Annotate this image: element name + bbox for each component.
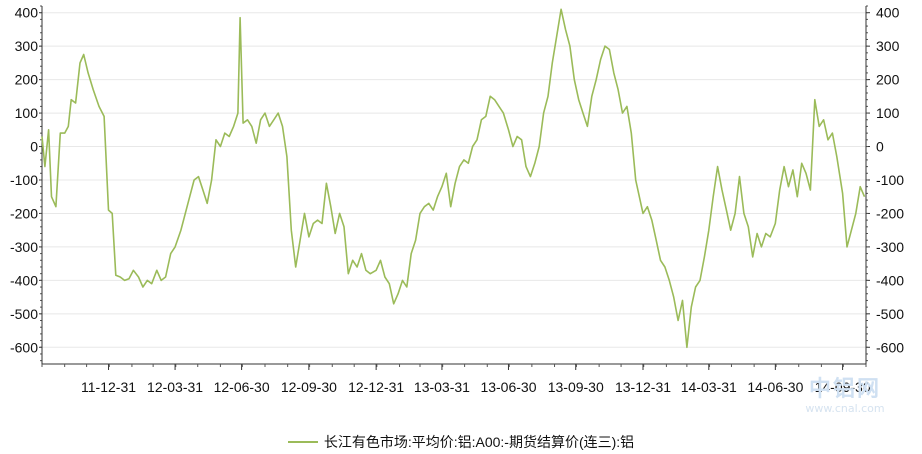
x-tick-label: 13-09-30 — [548, 379, 604, 395]
y-tick-label-right: -200 — [876, 205, 904, 221]
series-layer — [41, 8, 866, 349]
x-tick-label: 12-09-30 — [281, 379, 337, 395]
y-tick-label-right: 200 — [876, 72, 900, 88]
y-tick-label-left: 200 — [15, 72, 39, 88]
y-tick-label-right: -300 — [876, 239, 904, 255]
y-tick-label-left: -300 — [10, 239, 38, 255]
y-tick-label-left: 400 — [15, 5, 39, 21]
y-tick-label-left: 100 — [15, 105, 39, 121]
y-tick-label-right: 300 — [876, 38, 900, 54]
x-tick-label: 12-06-30 — [214, 379, 270, 395]
x-axis: 11-12-31 12-03-31 12-06-30 12-09-30 12-12-31… — [81, 379, 871, 395]
y-tick-label-left: 300 — [15, 38, 39, 54]
x-tick-label: 13-12-31 — [615, 379, 671, 395]
watermark-sub: www.cnal.com — [805, 402, 885, 415]
y-tick-label-left: -400 — [10, 272, 38, 288]
y-tick-label-left: -500 — [10, 306, 38, 322]
legend-swatch — [287, 441, 318, 443]
y-tick-label-right: 0 — [876, 139, 884, 155]
watermark-logo: 中铝网 www.cnal.com — [790, 377, 900, 416]
y-tick-label-right: -600 — [876, 339, 904, 355]
y-tick-label-right: -400 — [876, 272, 904, 288]
x-tick-label: 13-06-30 — [480, 379, 536, 395]
legend: 长江有色市场:平均价:铝:A00:-期货结算价(连三):铝 — [0, 432, 922, 452]
y-tick-label-right: 100 — [876, 105, 900, 121]
y-tick-label-right: 400 — [876, 5, 900, 21]
series-line-0 — [41, 8, 866, 349]
y-axis-right: 400 300 200 100 0 -100 -200 -300 -400 -500 -600 — [876, 5, 904, 356]
y-tick-label-left: -100 — [10, 172, 38, 188]
y-tick-label-right: -500 — [876, 306, 904, 322]
x-tick-label: 11-12-31 — [81, 379, 136, 395]
x-tick-label: 12-03-31 — [147, 379, 203, 395]
x-tick-label: 14-03-31 — [681, 379, 737, 395]
y-tick-label-right: -100 — [876, 172, 904, 188]
x-tick-label: 14-06-30 — [747, 379, 803, 395]
y-tick-label-left: -600 — [10, 339, 38, 355]
y-axis-left: 400 300 200 100 0 -100 -200 -300 -400 -500 -600 — [10, 5, 38, 356]
y-tick-label-left: -200 — [10, 205, 38, 221]
watermark-main: 中铝网 — [808, 377, 881, 402]
x-tick-label: 13-03-31 — [414, 379, 470, 395]
x-tick-label: 12-12-31 — [348, 379, 404, 395]
gridlines — [42, 12, 866, 348]
axes — [39, 5, 870, 370]
legend-label: 长江有色市场:平均价:铝:A00:-期货结算价(连三):铝 — [323, 434, 635, 450]
y-tick-label-left: 0 — [30, 139, 38, 155]
x-tick-label: 14-09-30 — [815, 379, 871, 395]
